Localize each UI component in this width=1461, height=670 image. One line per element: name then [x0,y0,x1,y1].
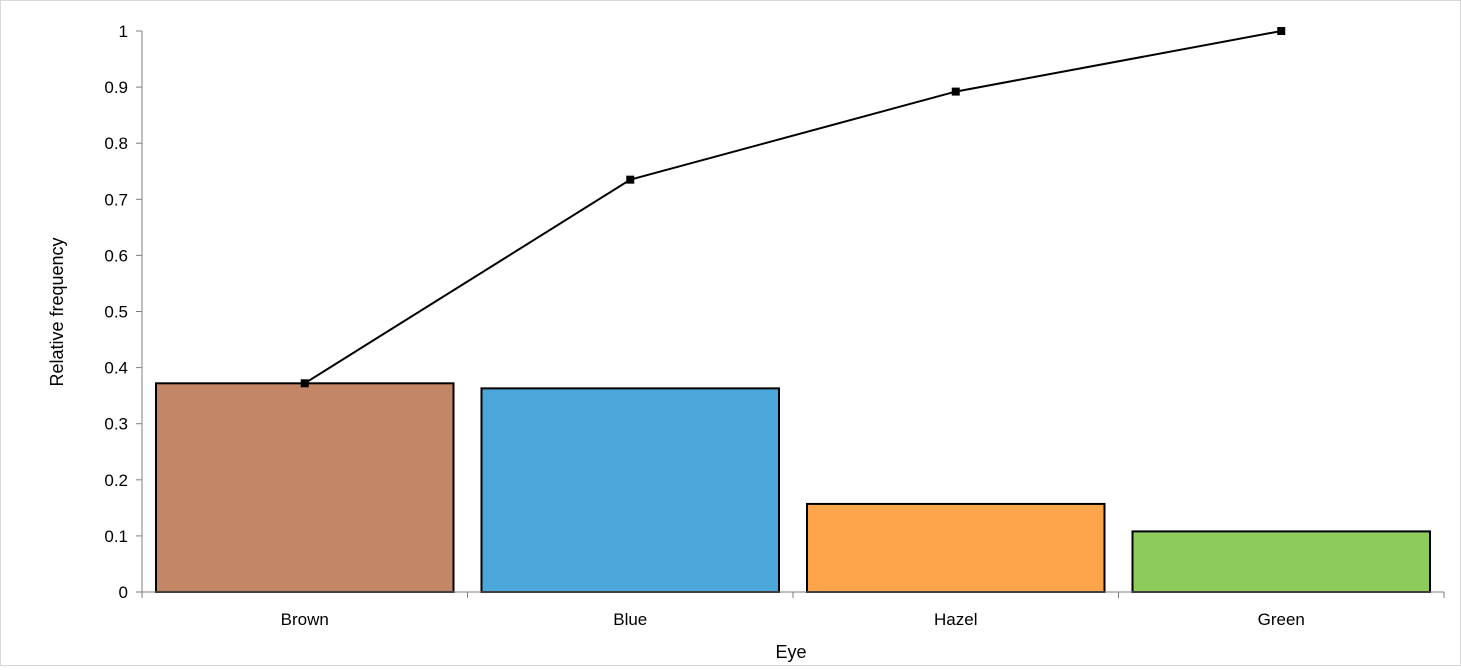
y-tick-label: 0 [119,583,128,602]
y-tick-label: 0.2 [104,471,128,490]
y-tick-label: 0.7 [104,190,128,209]
y-tick-label: 0.6 [104,246,128,265]
y-tick-label: 0.3 [104,415,128,434]
x-tick-label: Hazel [934,610,977,629]
y-axis-title: Relative frequency [47,237,67,386]
cumulative-point-brown [300,379,309,388]
cumulative-point-hazel [951,87,960,96]
cumulative-point-blue [626,175,635,184]
bar-hazel [806,502,1106,594]
labels-layer: 0 0.1 0.2 0.3 0.4 0.5 0.6 0.7 0.8 0.9 1 Brown Blue Ha… [104,22,1305,629]
y-tick-label: 0.8 [104,134,128,153]
y-tick-label: 0.4 [104,359,128,378]
cumulative-point-green [1277,27,1286,35]
x-tick-label: Blue [613,610,647,629]
axes-layer [136,30,1445,598]
bar-green [1131,530,1431,593]
x-axis-title: Eye [775,642,806,662]
y-tick-label: 0.5 [104,303,128,322]
bar-brown [155,382,455,594]
cumulative-line-layer [300,27,1286,388]
bars-layer [155,382,1431,594]
bar-blue [480,387,780,593]
y-tick-label: 0.1 [104,527,128,546]
x-tick-label: Brown [281,610,329,629]
y-tick-label: 0.9 [104,78,128,97]
x-tick-label: Green [1258,610,1305,629]
y-tick-label: 1 [119,22,128,41]
cumulative-line [304,30,1282,385]
